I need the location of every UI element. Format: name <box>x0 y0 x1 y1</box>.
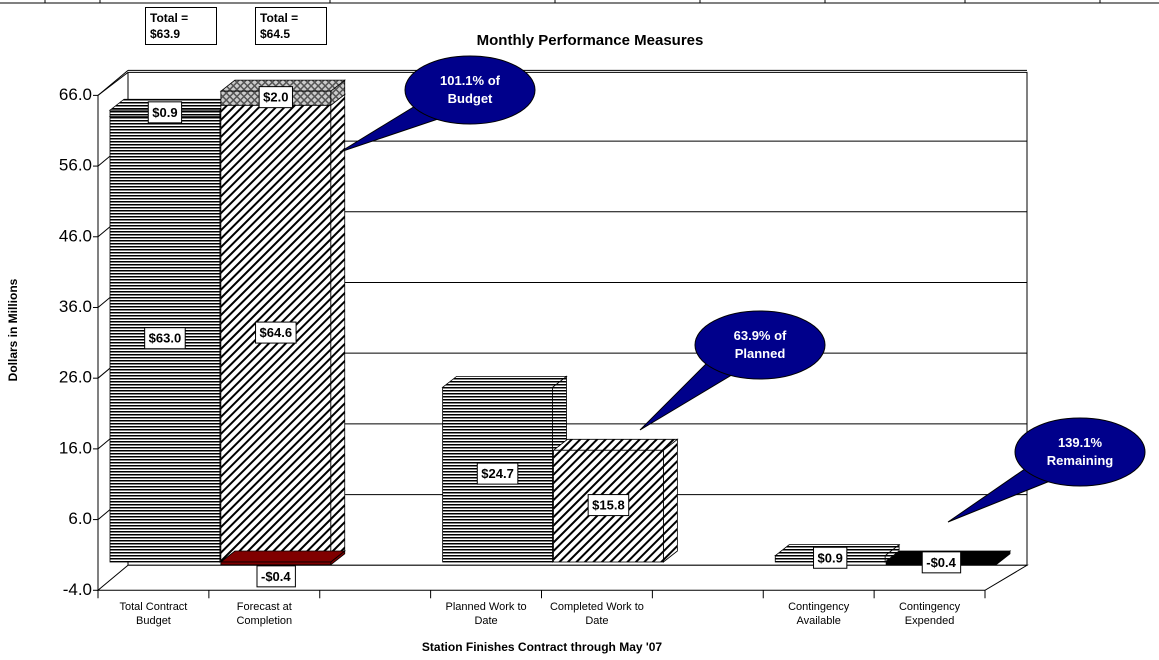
value-label: $24.7 <box>481 466 514 481</box>
total-box: Total = $64.5 <box>255 7 327 45</box>
x-tick-label: Total Contract Budget <box>119 601 188 628</box>
bar <box>220 561 332 566</box>
x-tick-label: Planned Work to Date <box>445 601 527 628</box>
x-tick-label: Contingency Expended <box>898 601 961 628</box>
value-label: $0.9 <box>818 550 843 565</box>
value-label: $63.0 <box>149 331 182 346</box>
value-label-box <box>144 327 186 350</box>
value-label: $0.9 <box>152 105 177 120</box>
value-label-box <box>147 101 183 124</box>
bar-top <box>441 375 568 388</box>
chart-title: Monthly Performance Measures <box>477 32 704 49</box>
y-tick-label: 66.0 <box>59 85 92 104</box>
value-label-box <box>476 462 519 485</box>
header-rule <box>0 0 1159 4</box>
grid-line <box>97 69 129 96</box>
callout-bubble <box>1014 417 1146 487</box>
x-axis-label: Station Finishes Contract through May '0… <box>422 640 663 654</box>
callout-text: 101.1% of Budget <box>440 73 500 106</box>
value-label-box <box>921 551 962 574</box>
callout-text: 63.9% of Planned <box>733 328 787 361</box>
bar-top <box>219 550 346 563</box>
y-tick-label: 56.0 <box>59 156 92 175</box>
y-tick-label: 6.0 <box>68 509 92 528</box>
value-label-box <box>813 546 848 569</box>
callout-bubble <box>694 310 826 380</box>
x-tick-label: Forecast at Completion <box>236 601 293 628</box>
y-axis-label: Dollars in Millions <box>6 278 20 381</box>
value-label-box <box>255 321 297 344</box>
floor <box>96 564 1029 591</box>
x-tick-label: Completed Work to Date <box>549 601 644 628</box>
x-tick-label: Contingency Available <box>788 601 850 628</box>
bar-top <box>552 438 679 451</box>
value-label: $2.0 <box>263 90 288 105</box>
value-label: -$0.4 <box>261 569 291 584</box>
callout-bubble <box>404 55 536 125</box>
total-box: Total = $63.9 <box>145 7 217 45</box>
callout-text: 139.1% Remaining <box>1046 435 1114 468</box>
value-label-box <box>587 494 630 517</box>
value-label-box <box>256 565 296 588</box>
value-label-box <box>258 86 293 109</box>
y-tick-label: -4.0 <box>63 580 92 599</box>
y-tick-label: 46.0 <box>59 226 92 245</box>
bar-side <box>662 438 678 563</box>
bar-side <box>330 93 346 563</box>
value-label: $15.8 <box>592 498 625 513</box>
y-tick-label: 16.0 <box>59 438 92 457</box>
y-tick-label: 26.0 <box>59 368 92 387</box>
value-label: $64.6 <box>260 325 293 340</box>
value-label: -$0.4 <box>926 555 956 570</box>
y-tick-label: 36.0 <box>59 297 92 316</box>
